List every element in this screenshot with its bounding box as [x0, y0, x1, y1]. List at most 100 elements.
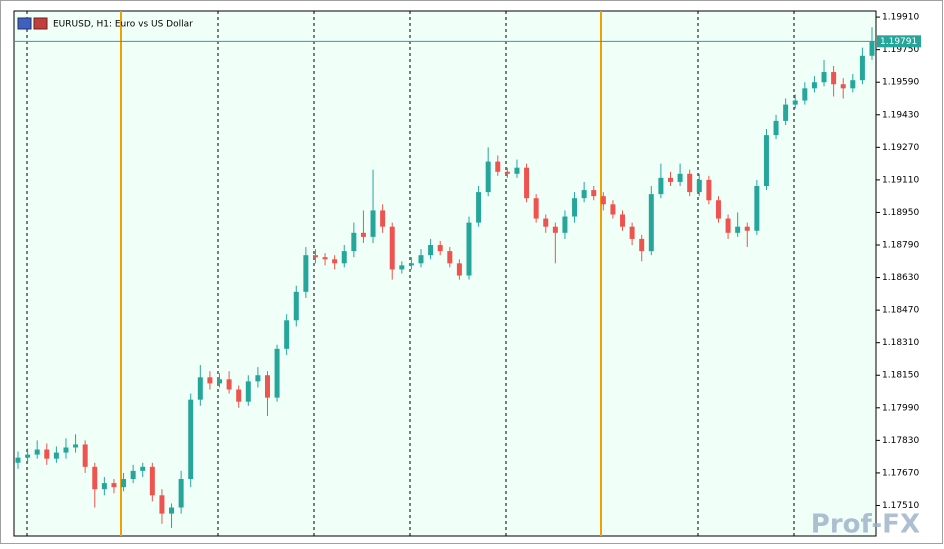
candle-body: [696, 179, 702, 193]
y-tick-label: 1.17670: [882, 468, 919, 478]
candle-body: [236, 389, 242, 402]
candle-body: [207, 377, 213, 384]
y-tick-label: 1.18310: [882, 338, 919, 348]
candle-body: [399, 265, 405, 270]
candle-body: [754, 186, 760, 231]
candle-body: [763, 135, 769, 186]
y-tick-label: 1.18790: [882, 241, 919, 251]
candle-body: [620, 214, 626, 227]
candle-body: [667, 177, 673, 182]
candle-body: [821, 72, 827, 83]
candle-body: [543, 218, 549, 227]
candle-body: [802, 88, 808, 101]
candle-body: [322, 257, 328, 260]
candle-body: [859, 55, 865, 81]
candle-body: [34, 449, 40, 455]
candle-body: [341, 251, 347, 264]
candle-body: [159, 495, 165, 514]
candle-body: [581, 190, 587, 199]
y-tick-label: 1.19910: [882, 13, 919, 23]
y-tick-label: 1.19750: [882, 45, 919, 55]
candle-body: [82, 444, 88, 467]
candle-body: [264, 375, 270, 398]
candle-body: [178, 479, 184, 508]
candle-body: [73, 444, 79, 448]
chart-title: EURUSD, H1: Euro vs US Dollar: [53, 20, 193, 30]
candle-body: [831, 72, 837, 85]
candle-body: [130, 470, 136, 480]
candle-body: [408, 263, 414, 266]
candle-body: [533, 198, 539, 219]
y-tick-label: 1.19430: [882, 110, 919, 120]
candle-body: [514, 167, 520, 174]
candle-body: [840, 84, 846, 89]
icon: [33, 17, 48, 30]
candle-body: [149, 466, 155, 496]
candle-body: [44, 449, 50, 459]
candle-body: [610, 204, 616, 215]
candle-body: [15, 457, 21, 463]
candle-body: [370, 210, 376, 237]
watermark: Prof-FX: [811, 510, 920, 540]
candle-body: [53, 452, 59, 459]
candle-body: [303, 255, 309, 292]
y-tick-label: 1.19590: [882, 78, 919, 88]
candle-body: [495, 161, 501, 172]
candle-body: [629, 226, 635, 239]
symbol-icons: [17, 17, 48, 30]
candle-body: [706, 179, 712, 201]
candle-body: [783, 104, 789, 121]
candle-body: [63, 447, 69, 453]
candle-body: [504, 171, 510, 174]
bid-label-box: [877, 35, 921, 48]
y-tick-label: 1.17830: [882, 436, 919, 446]
candle-body: [447, 251, 453, 264]
period-separators: [26, 11, 795, 536]
candle-body: [466, 222, 472, 276]
candle-body: [476, 192, 482, 223]
candle-body: [245, 381, 251, 402]
candle-body: [725, 218, 731, 233]
candle-body: [744, 226, 750, 231]
bid-label: 1.19791: [880, 37, 917, 47]
candle-body: [715, 200, 721, 219]
candle-body: [284, 320, 290, 349]
candle-body: [773, 120, 779, 136]
candle-body: [639, 238, 645, 252]
candle-body: [572, 198, 578, 217]
candle-body: [25, 454, 31, 458]
candle-body: [600, 196, 606, 205]
candle-body: [169, 507, 175, 514]
y-tick-label: 1.18630: [882, 273, 919, 283]
candle-body: [552, 226, 558, 233]
candle-body: [360, 232, 366, 237]
candle-body: [121, 479, 127, 488]
candle-body: [111, 483, 117, 488]
candle-body: [217, 379, 223, 384]
candle-body: [524, 167, 530, 199]
candle-body: [687, 173, 693, 193]
candle-body: [811, 82, 817, 89]
candle-body: [293, 291, 299, 321]
icon: [17, 17, 32, 30]
candle-body: [101, 483, 107, 490]
candle-body: [255, 375, 261, 382]
candle-body: [312, 255, 318, 258]
candle-body: [197, 377, 203, 400]
candle-body: [792, 100, 798, 105]
y-tick-label: 1.18950: [882, 208, 919, 218]
candle-body: [562, 216, 568, 233]
candle-body: [648, 194, 654, 252]
y-tick-label: 1.17990: [882, 403, 919, 413]
candle-body: [735, 226, 741, 233]
candle-body: [351, 232, 357, 252]
y-tick-label: 1.19110: [882, 175, 919, 185]
candle-body: [418, 255, 424, 264]
candle-body: [389, 226, 395, 270]
candle-body: [380, 210, 386, 227]
candle-body: [274, 348, 280, 398]
candle-body: [140, 466, 146, 471]
y-tick-label: 1.17510: [882, 501, 919, 511]
candle-body: [591, 190, 597, 197]
